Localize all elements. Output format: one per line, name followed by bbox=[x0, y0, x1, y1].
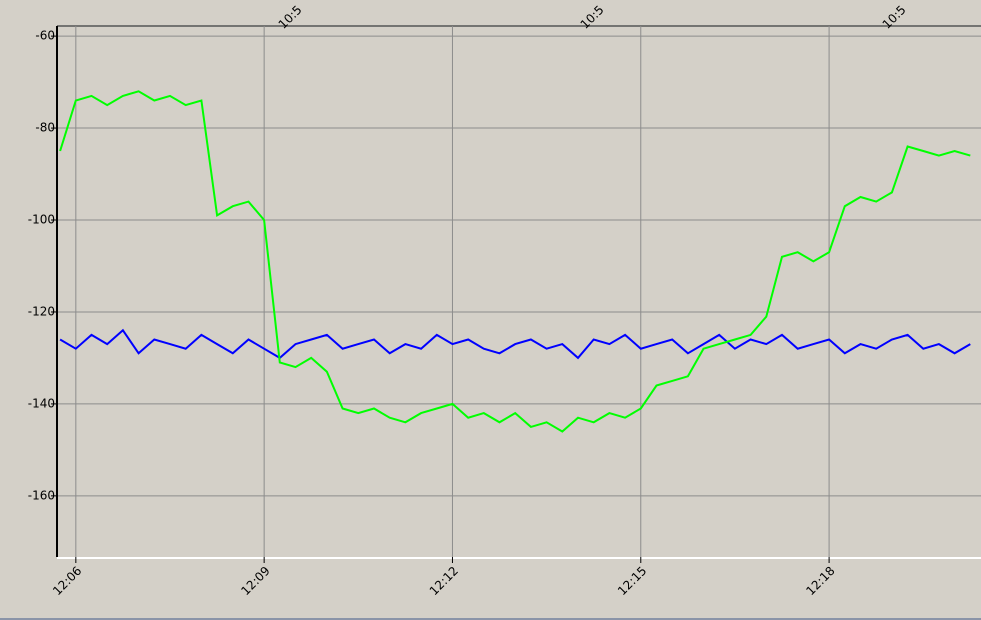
y-tick-label: -80 bbox=[35, 121, 55, 135]
y-tick-label: -60 bbox=[35, 29, 55, 43]
y-tick-label: -160 bbox=[28, 488, 55, 502]
y-tick-label: -120 bbox=[28, 304, 55, 318]
series-line bbox=[59, 328, 971, 360]
y-tick-label: -140 bbox=[28, 396, 55, 410]
series-line bbox=[59, 90, 971, 433]
y-tick-label: -100 bbox=[28, 213, 55, 227]
